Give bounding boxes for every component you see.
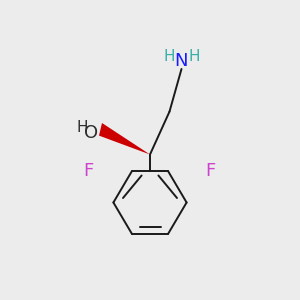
Text: H: H — [77, 120, 88, 135]
Polygon shape — [99, 123, 150, 154]
Text: N: N — [175, 52, 188, 70]
Text: O: O — [84, 124, 99, 142]
Text: F: F — [205, 162, 215, 180]
Text: F: F — [83, 162, 94, 180]
Text: H: H — [189, 50, 200, 64]
Text: H: H — [164, 50, 175, 64]
